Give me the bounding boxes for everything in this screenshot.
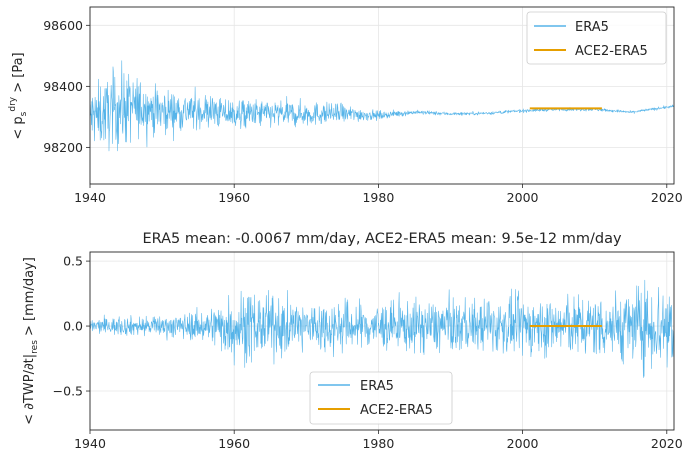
legend: ERA5 ACE2-ERA5: [309, 371, 453, 425]
x-tick-labels: 1940 1960 1980 2000 2020: [74, 430, 683, 451]
x-tick-label: 1960: [218, 190, 250, 205]
x-tick-label: 2000: [507, 190, 539, 205]
chart-title: ERA5 mean: -0.0067 mm/day, ACE2-ERA5 mea…: [142, 231, 622, 247]
x-tick-label: 1980: [362, 190, 394, 205]
legend-label-ace2: ACE2-ERA5: [360, 403, 433, 418]
legend-label-era5: ERA5: [575, 20, 609, 35]
series-layer: [90, 279, 674, 378]
legend-label-era5: ERA5: [360, 379, 394, 394]
water-path-residual-panel: ERA5 mean: -0.0067 mm/day, ACE2-ERA5 mea…: [22, 231, 683, 451]
y-tick-labels: 98200 98400 98600: [43, 18, 90, 155]
y-axis-label: < ∂TWP/∂t|res > [mm/day]: [22, 257, 40, 425]
x-tick-label: 1960: [218, 436, 250, 451]
legend-label-ace2: ACE2-ERA5: [575, 44, 648, 59]
x-tick-label: 2020: [651, 436, 683, 451]
y-tick-labels: −0.5 0.0 0.5: [53, 254, 90, 399]
x-tick-label: 1940: [74, 436, 106, 451]
x-tick-label: 2020: [651, 190, 683, 205]
plot-frame: [89, 251, 675, 431]
x-tick-label: 1980: [362, 436, 394, 451]
y-tick-label: 98600: [43, 18, 83, 33]
series-layer: [90, 60, 674, 152]
y-tick-label: −0.5: [53, 384, 83, 399]
x-tick-label: 2000: [507, 436, 539, 451]
y-tick-label: 98400: [43, 79, 83, 94]
x-tick-labels: 1940 1960 1980 2000 2020: [74, 184, 683, 205]
surface-pressure-panel: 1940 1960 1980 2000 2020 98200 98400 98600 < p…: [8, 6, 683, 205]
y-tick-label: 98200: [43, 140, 83, 155]
y-tick-label: 0.0: [63, 319, 83, 334]
legend: ERA5 ACE2-ERA5: [526, 11, 667, 65]
series-era5: [90, 279, 674, 378]
y-axis-label: < psdry > [Pa]: [8, 52, 29, 139]
x-tick-label: 1940: [74, 190, 106, 205]
plot-frame: [89, 6, 675, 185]
y-tick-label: 0.5: [63, 254, 83, 269]
